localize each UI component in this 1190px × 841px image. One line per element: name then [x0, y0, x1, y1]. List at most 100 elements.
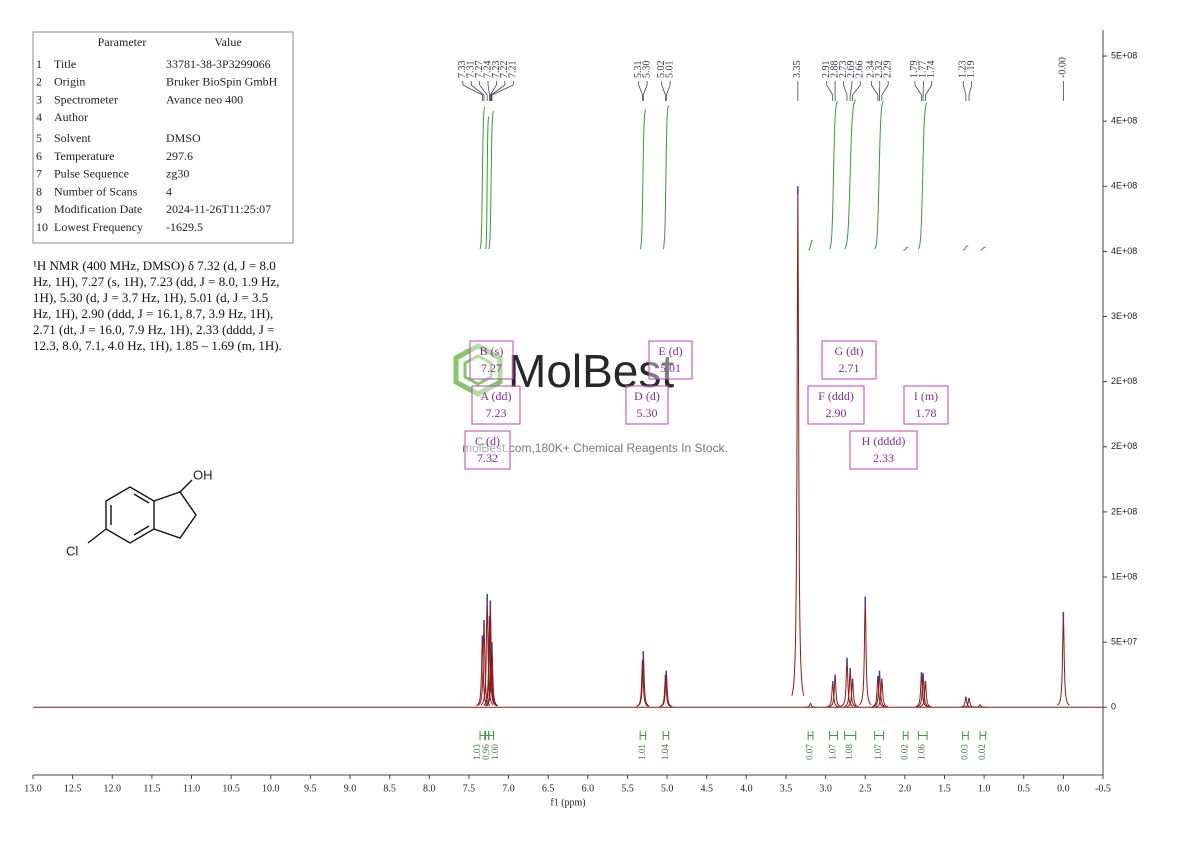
peak-label: 7.24 — [482, 61, 493, 79]
peak-label: 5.01 — [664, 61, 675, 79]
peak-label: 1.74 — [926, 61, 937, 79]
five-ring — [153, 491, 197, 539]
integral-bracket — [488, 731, 494, 740]
bond-oh — [179, 479, 193, 493]
double-bond — [133, 493, 150, 504]
molecule — [87, 479, 197, 544]
integral-bracket — [639, 731, 647, 740]
integral-label: 1.03 — [472, 744, 482, 760]
peak-label: 3.35 — [792, 61, 803, 79]
peak-label: 1.79 — [909, 61, 920, 79]
table-cell: Lowest Frequency — [54, 220, 143, 234]
peak-connector — [870, 81, 879, 101]
integral-curve — [639, 109, 647, 250]
table-cell: 6 — [36, 149, 42, 163]
peak-label: 7.21 — [508, 61, 519, 79]
oh-label: OH — [193, 467, 213, 482]
multiplet-shift: 5.01 — [660, 361, 681, 375]
integral-bracket — [962, 731, 969, 740]
peak-label: 2.73 — [838, 61, 849, 79]
multiplet-shift: 7.23 — [486, 406, 507, 420]
table-cell: 7 — [36, 167, 42, 181]
peak-connector — [881, 81, 889, 101]
y-tick-label: 4E+08 — [1111, 116, 1137, 126]
peak-label: 2.29 — [882, 61, 893, 79]
integral-curve — [917, 102, 928, 250]
peak-label: 1.23 — [958, 61, 969, 79]
peak-connector — [852, 81, 861, 101]
cl-label: Cl — [66, 543, 78, 558]
x-tick-label: 7.5 — [463, 783, 476, 794]
table-cell: DMSO — [166, 131, 201, 145]
x-tick-label: 1.5 — [938, 783, 951, 794]
peak — [919, 681, 932, 708]
x-tick-label: 3.5 — [780, 783, 793, 794]
integral-label: 1.04 — [660, 744, 670, 760]
integral-bracket — [844, 731, 857, 740]
x-tick-label: 7.0 — [502, 783, 515, 794]
y-tick-label: 0 — [1111, 702, 1116, 712]
multiplet-box — [849, 430, 918, 470]
peak-label: 7.22 — [499, 61, 510, 79]
integral-curve — [962, 245, 969, 251]
x-tick-label: 0.0 — [1057, 783, 1070, 794]
multiplet-shift: 5.30 — [637, 406, 658, 420]
x-tick-label: 5.0 — [661, 783, 674, 794]
peak — [873, 670, 886, 707]
integral-curve — [485, 116, 490, 250]
watermark-tagline: molBest.com,180K+ Chemical Reagents In S… — [462, 441, 728, 455]
integral-label: 1.01 — [637, 744, 647, 760]
integral-curve — [662, 105, 670, 250]
peak-connector — [925, 81, 933, 101]
multiplet-label: I (m) — [914, 389, 938, 403]
double-bond — [133, 525, 150, 536]
peak-label: 2.88 — [829, 61, 840, 79]
integral-curve — [874, 100, 884, 250]
table-cell: 10 — [36, 220, 48, 234]
watermark-logo — [453, 343, 503, 397]
table-cell: Modification Date — [54, 202, 142, 216]
peak-connector — [642, 81, 648, 101]
table-cell: 297.6 — [166, 149, 193, 163]
y-tick-label: 4E+08 — [1111, 246, 1137, 256]
x-tick-label: 10.0 — [262, 783, 280, 794]
x-tick-label: 11.0 — [183, 783, 200, 794]
x-tick-label: 3.0 — [819, 783, 832, 794]
y-tick-label: 2E+08 — [1111, 376, 1137, 386]
x-tick-label: 10.5 — [222, 783, 240, 794]
peak-label: 2.34 — [866, 61, 877, 79]
peak-label: 2.66 — [855, 61, 866, 79]
peak-connector — [665, 81, 671, 101]
integral-bracket — [662, 731, 670, 740]
peak-label: 7.31 — [466, 61, 477, 79]
peak-connector — [470, 81, 485, 101]
integral-label: 1.00 — [490, 744, 500, 760]
peak-connector — [490, 81, 506, 101]
table-cell: 33781-38-3P3299066 — [166, 57, 271, 71]
peak-label: 5.30 — [641, 61, 652, 79]
multiplet-shift: 1.78 — [916, 406, 937, 420]
integral-label: 0.96 — [481, 744, 491, 760]
multiplet-box — [648, 340, 693, 380]
table-cell: 2024-11-26T11:25:07 — [166, 202, 271, 216]
peak-label: -0.00 — [1058, 57, 1069, 78]
logo-hexagon — [453, 343, 503, 397]
table-cell: -1629.5 — [166, 220, 203, 234]
table-cell: Temperature — [54, 149, 114, 163]
peak-label: 5.31 — [633, 61, 644, 79]
peak-label: 2.91 — [821, 61, 832, 79]
table-cell: 4 — [36, 110, 42, 124]
peak — [660, 670, 673, 707]
integral-label: 0.02 — [977, 744, 987, 760]
multiplet-label: A (dd) — [481, 389, 512, 403]
peak-connector — [661, 81, 666, 101]
peak-connector — [962, 81, 967, 101]
table-cell: 4 — [166, 184, 172, 198]
multiplet-box — [903, 385, 949, 425]
integral-label: 0.03 — [960, 744, 970, 760]
multiplet-label: F (ddd) — [818, 389, 854, 403]
x-tick-label: 9.5 — [304, 783, 317, 794]
peak-label: 5.02 — [656, 61, 667, 79]
multiplet-shift: 7.27 — [481, 361, 502, 375]
y-tick-label: 1E+08 — [1111, 571, 1137, 581]
